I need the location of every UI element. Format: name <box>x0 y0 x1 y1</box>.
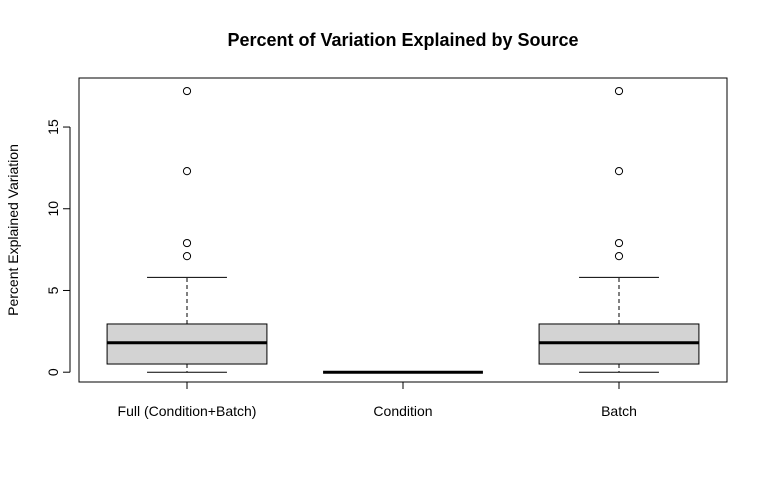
outlier-point <box>614 167 624 176</box>
y-axis-label: Percent Explained Variation <box>5 144 21 316</box>
outlier-point <box>182 167 192 176</box>
y-tick-label: 15 <box>45 119 61 135</box>
x-axis: Full (Condition+Batch) Condition Batch <box>118 381 637 419</box>
x-tick-label: Batch <box>601 403 637 419</box>
outlier-point <box>182 252 192 261</box>
y-tick-label: 10 <box>45 201 61 217</box>
chart-title: Percent of Variation Explained by Source <box>227 30 578 50</box>
box-3 <box>538 86 700 373</box>
x-tick-label: Condition <box>373 403 432 419</box>
outlier-point <box>614 86 624 96</box>
outlier-point <box>614 252 624 261</box>
box-1 <box>106 86 268 373</box>
outlier-point <box>182 238 192 248</box>
outlier-point <box>614 238 624 248</box>
boxes-layer <box>106 86 700 374</box>
y-tick-label: 0 <box>45 368 61 376</box>
outlier-point <box>182 86 192 96</box>
x-tick-label: Full (Condition+Batch) <box>118 403 257 419</box>
y-tick-label: 5 <box>45 286 61 294</box>
y-axis: 0 5 10 15 <box>45 119 71 376</box>
